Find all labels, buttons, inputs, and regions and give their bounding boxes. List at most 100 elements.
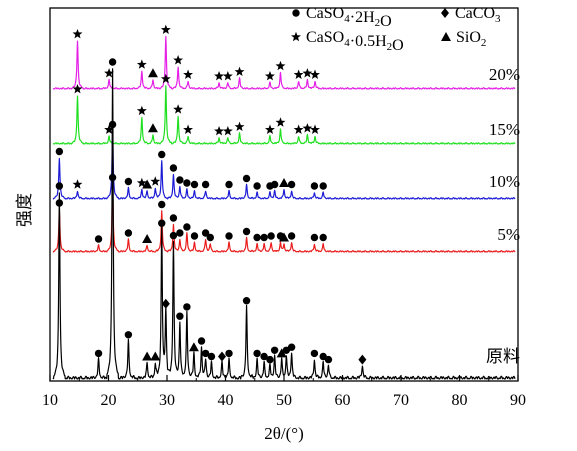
legend-triangle-icon xyxy=(441,32,451,41)
peak-marker-circle xyxy=(270,180,279,189)
legend-label: CaSO4·2H2O xyxy=(306,5,392,30)
peak-marker-star xyxy=(173,104,184,114)
peak-marker-triangle xyxy=(279,232,289,242)
peak-marker-star xyxy=(72,179,83,189)
trace-labels-layer: 20% 15% 10% 5% 原料 xyxy=(486,65,520,366)
x-tick-label: 70 xyxy=(393,392,409,409)
peak-marker-star xyxy=(265,124,275,134)
peak-marker-star xyxy=(173,55,184,65)
peak-marker-star xyxy=(293,69,304,79)
x-tick-label: 80 xyxy=(452,392,468,409)
peak-marker-star xyxy=(222,126,233,136)
peak-marker-triangle xyxy=(147,68,158,78)
peak-marker-circle xyxy=(260,233,268,242)
peak-marker-circle xyxy=(319,182,327,190)
axes-layer xyxy=(49,7,519,382)
peak-marker-circle xyxy=(158,150,166,159)
peak-marker-circle xyxy=(207,352,216,361)
peak-marker-star xyxy=(160,73,171,84)
x-tick-label: 20 xyxy=(101,392,117,409)
peak-markers-layer xyxy=(55,24,367,365)
trace-line xyxy=(52,85,516,145)
peak-marker-star xyxy=(104,68,115,78)
x-tick-label: 30 xyxy=(159,392,175,409)
peak-marker-triangle xyxy=(279,178,289,187)
peak-marker-circle xyxy=(55,199,64,207)
legend-label: CaSO4·0.5H2O xyxy=(306,29,404,54)
peak-marker-star xyxy=(183,69,194,79)
peak-marker-circle xyxy=(319,233,327,242)
x-tick-label: 40 xyxy=(218,392,234,409)
legend-circle-icon xyxy=(292,9,300,17)
peak-marker-star xyxy=(310,124,320,134)
legend: CaSO4·2H2O CaCO3 CaSO4·0.5H2O SiO2 xyxy=(291,5,501,54)
peak-marker-circle xyxy=(190,180,199,189)
peak-marker-star xyxy=(183,124,194,134)
peak-marker-circle xyxy=(242,174,251,183)
peak-marker-circle xyxy=(201,349,210,358)
peak-marker-star xyxy=(72,83,83,94)
peak-marker-star xyxy=(104,124,115,134)
legend-star-icon xyxy=(291,31,301,42)
peak-marker-circle xyxy=(55,147,64,156)
plot-frame xyxy=(49,7,519,382)
peak-marker-star xyxy=(234,121,245,132)
trace-line xyxy=(52,35,516,90)
trace-label: 20% xyxy=(489,65,520,84)
peak-marker-circle xyxy=(169,231,178,240)
peak-marker-star xyxy=(275,60,286,71)
trace-label: 原料 xyxy=(486,347,520,366)
peak-marker-star xyxy=(275,117,286,127)
peak-marker-diamond xyxy=(161,298,170,309)
trace-label: 15% xyxy=(489,120,520,139)
peak-marker-circle xyxy=(183,303,191,311)
peak-marker-circle xyxy=(287,180,296,189)
peak-marker-star xyxy=(265,71,275,81)
peak-marker-circle xyxy=(176,176,184,184)
peak-marker-circle xyxy=(225,180,233,189)
peak-marker-triangle xyxy=(142,351,153,361)
legend-diamond-icon xyxy=(441,8,449,18)
peak-marker-circle xyxy=(253,182,261,190)
trace-line xyxy=(52,183,516,253)
peak-marker-diamond xyxy=(358,354,367,365)
peak-marker-circle xyxy=(197,337,206,345)
peak-marker-star xyxy=(160,24,171,35)
peak-marker-star xyxy=(214,126,225,136)
x-tick-label: 50 xyxy=(276,392,292,409)
peak-marker-star xyxy=(136,105,147,116)
peak-marker-circle xyxy=(324,355,333,364)
peak-marker-circle xyxy=(310,233,319,242)
x-axis-label: 2θ/(°) xyxy=(264,424,304,443)
peak-marker-star xyxy=(222,71,233,81)
peak-marker-triangle xyxy=(276,348,287,358)
trace-line xyxy=(52,68,516,380)
x-axis-ticks: 10 20 30 40 50 60 70 80 90 xyxy=(42,375,526,409)
peak-marker-star xyxy=(302,68,313,78)
trace-label: 5% xyxy=(497,225,520,244)
peak-marker-circle xyxy=(190,232,199,240)
peak-marker-triangle xyxy=(147,123,158,133)
peak-marker-circle xyxy=(158,219,166,227)
peak-marker-circle xyxy=(176,312,184,320)
peak-marker-circle xyxy=(266,355,274,364)
peak-marker-circle xyxy=(55,182,64,190)
peak-marker-circle xyxy=(108,173,117,182)
peak-marker-star xyxy=(234,66,245,77)
traces-layer xyxy=(52,35,516,380)
peak-marker-triangle xyxy=(142,234,153,243)
peak-marker-circle xyxy=(183,223,191,231)
peak-marker-circle xyxy=(225,232,233,240)
peak-marker-circle xyxy=(94,235,103,243)
peak-marker-circle xyxy=(270,346,279,354)
peak-marker-circle xyxy=(310,182,319,190)
peak-marker-circle xyxy=(201,180,210,189)
x-tick-label: 90 xyxy=(510,392,526,409)
y-axis-label: 强度 xyxy=(15,193,34,227)
peak-marker-circle xyxy=(169,214,178,222)
peak-marker-circle xyxy=(310,349,319,358)
peak-marker-circle xyxy=(287,232,296,240)
peak-marker-circle xyxy=(124,177,133,186)
peak-marker-circle xyxy=(124,331,133,339)
